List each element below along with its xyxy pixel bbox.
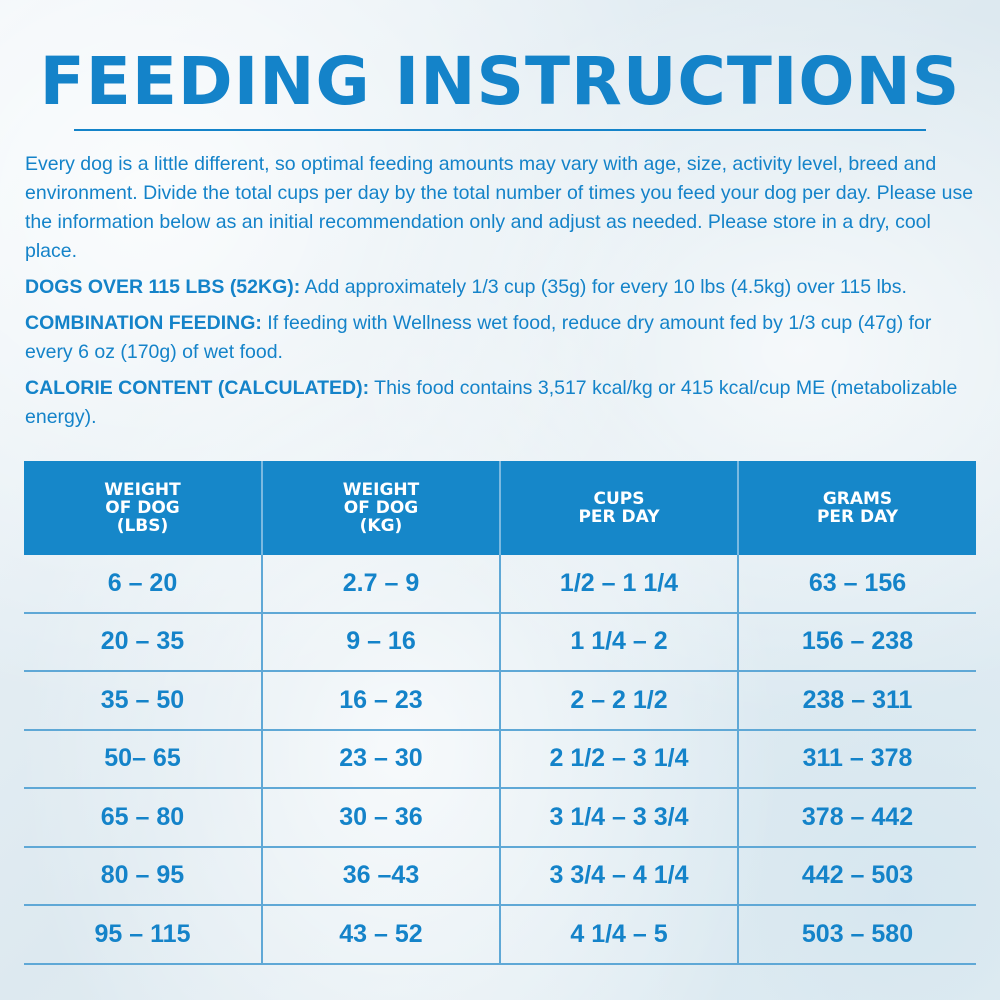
cell-cups: 3 3/4 – 4 1/4 — [500, 846, 739, 906]
header-grams-per-day: GRAMS PER DAY — [738, 461, 976, 555]
table-row: 20 – 35 9 – 16 1 1/4 – 2 156 – 238 — [24, 612, 976, 672]
cell-cups: 4 1/4 – 5 — [500, 905, 739, 965]
cell-weight-kg: 16 – 23 — [262, 671, 501, 731]
instructions-text: Every dog is a little different, so opti… — [25, 150, 980, 439]
cell-weight-kg: 30 – 36 — [262, 788, 501, 848]
cell-grams: 311 – 378 — [738, 729, 976, 789]
cell-weight-kg: 43 – 52 — [262, 905, 501, 965]
cell-cups: 2 1/2 – 3 1/4 — [500, 729, 739, 789]
cell-weight-kg: 36 –43 — [262, 846, 501, 906]
note-label: DOGS OVER 115 LBS (52KG): — [25, 276, 301, 298]
title-divider — [74, 129, 926, 131]
cell-weight-lbs: 35 – 50 — [24, 671, 263, 731]
note-text: If feeding with Wellness wet food, reduc… — [25, 312, 932, 363]
note-text: Add approximately 1/3 cup (35g) for ever… — [300, 276, 907, 298]
note-combination-feeding: COMBINATION FEEDING: If feeding with Wel… — [25, 309, 980, 367]
cell-weight-lbs: 95 – 115 — [24, 905, 263, 965]
cell-cups: 1 1/4 – 2 — [500, 612, 739, 672]
cell-grams: 503 – 580 — [738, 905, 976, 965]
cell-weight-lbs: 80 – 95 — [24, 846, 263, 906]
header-weight-kg: WEIGHT OF DOG (KG) — [262, 461, 501, 555]
note-label: CALORIE CONTENT (CALCULATED): — [25, 377, 370, 399]
table-row: 65 – 80 30 – 36 3 1/4 – 3 3/4 378 – 442 — [24, 788, 976, 848]
cell-weight-lbs: 20 – 35 — [24, 612, 263, 672]
note-large-dogs: DOGS OVER 115 LBS (52KG): Add approximat… — [25, 273, 980, 302]
table-row: 95 – 115 43 – 52 4 1/4 – 5 503 – 580 — [24, 905, 976, 965]
cell-grams: 442 – 503 — [738, 846, 976, 906]
cell-weight-kg: 2.7 – 9 — [262, 555, 501, 614]
table-row: 6 – 20 2.7 – 9 1/2 – 1 1/4 63 – 156 — [24, 555, 976, 614]
page-title: FEEDING INSTRUCTIONS — [39, 43, 961, 120]
note-calorie-content: CALORIE CONTENT (CALCULATED): This food … — [25, 374, 980, 432]
note-text: This food contains 3,517 kcal/kg or 415 … — [25, 377, 958, 428]
cell-weight-kg: 23 – 30 — [262, 729, 501, 789]
cell-grams: 238 – 311 — [738, 671, 976, 731]
cell-weight-lbs: 6 – 20 — [24, 555, 263, 614]
table-row: 80 – 95 36 –43 3 3/4 – 4 1/4 442 – 503 — [24, 846, 976, 906]
header-weight-lbs: WEIGHT OF DOG (LBS) — [24, 461, 263, 555]
cell-cups: 2 – 2 1/2 — [500, 671, 739, 731]
cell-weight-lbs: 50– 65 — [24, 729, 263, 789]
table-header-row: WEIGHT OF DOG (LBS) WEIGHT OF DOG (KG) C… — [24, 461, 976, 555]
table-row: 35 – 50 16 – 23 2 – 2 1/2 238 – 311 — [24, 671, 976, 731]
intro-paragraph: Every dog is a little different, so opti… — [25, 153, 974, 262]
cell-grams: 378 – 442 — [738, 788, 976, 848]
feeding-table: WEIGHT OF DOG (LBS) WEIGHT OF DOG (KG) C… — [24, 461, 976, 965]
cell-cups: 1/2 – 1 1/4 — [500, 555, 739, 614]
header-cups-per-day: CUPS PER DAY — [500, 461, 739, 555]
cell-grams: 156 – 238 — [738, 612, 976, 672]
cell-cups: 3 1/4 – 3 3/4 — [500, 788, 739, 848]
note-label: COMBINATION FEEDING: — [25, 312, 262, 334]
cell-weight-kg: 9 – 16 — [262, 612, 501, 672]
cell-grams: 63 – 156 — [738, 555, 976, 614]
cell-weight-lbs: 65 – 80 — [24, 788, 263, 848]
table-row: 50– 65 23 – 30 2 1/2 – 3 1/4 311 – 378 — [24, 729, 976, 789]
